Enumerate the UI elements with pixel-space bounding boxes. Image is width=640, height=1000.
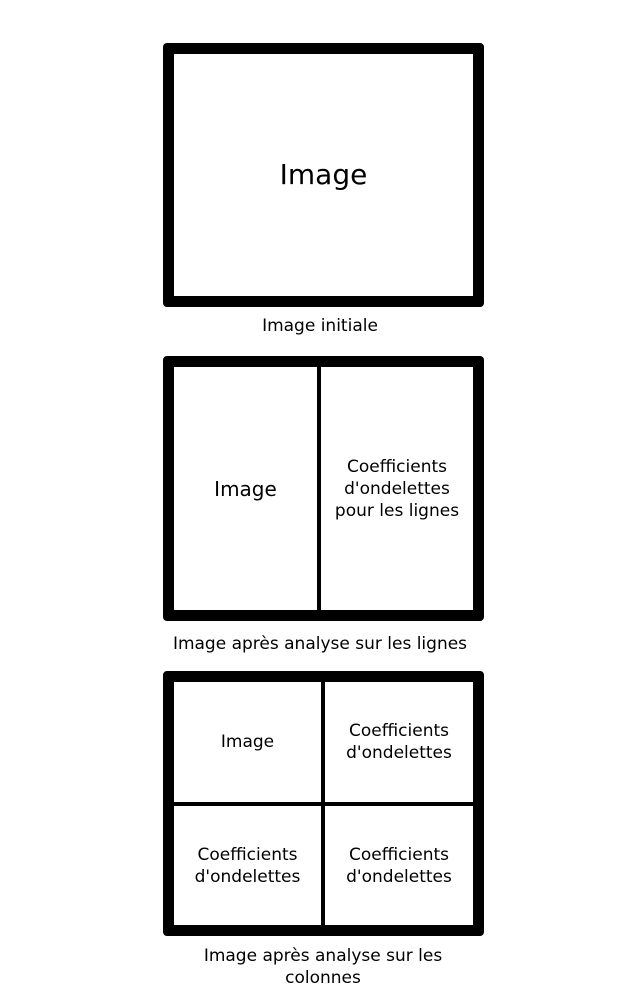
initial-image-caption: Image initiale — [262, 316, 378, 336]
divider-vertical — [317, 367, 321, 610]
coefficients-label: Coefficients d'ondelettes — [346, 844, 452, 887]
coefficients-block-bottom-right: Coefficients d'ondelettes — [325, 806, 473, 925]
image-block-label: Image — [220, 732, 275, 752]
coefficients-label: Coefficients d'ondelettes — [346, 721, 452, 763]
image-block: Image — [174, 367, 317, 610]
row-coefficients-label: Coefficients d'ondelettes pour les ligne… — [334, 456, 460, 521]
row-analysis-panel: Image Coefficients d'ondelettes pour les… — [163, 356, 484, 621]
image-block-label: Image — [279, 158, 368, 191]
image-block-label: Image — [214, 476, 277, 501]
coefficients-label: Coefficients d'ondelettes — [194, 844, 301, 887]
initial-image-panel: Image — [163, 43, 484, 307]
column-analysis-panel: Image Coefficients d'ondelettes Coeffici… — [163, 671, 484, 936]
row-analysis-caption: Image après analyse sur les lignes — [172, 634, 468, 654]
image-block: Image — [174, 682, 321, 802]
image-block: Image — [174, 54, 473, 296]
coefficients-block-bottom-left: Coefficients d'ondelettes — [174, 806, 321, 925]
coefficients-block-top-right: Coefficients d'ondelettes — [325, 682, 473, 802]
row-coefficients-block: Coefficients d'ondelettes pour les ligne… — [321, 367, 473, 610]
divider-horizontal — [174, 802, 473, 806]
column-analysis-caption: Image après analyse sur les colonnes — [203, 946, 443, 988]
